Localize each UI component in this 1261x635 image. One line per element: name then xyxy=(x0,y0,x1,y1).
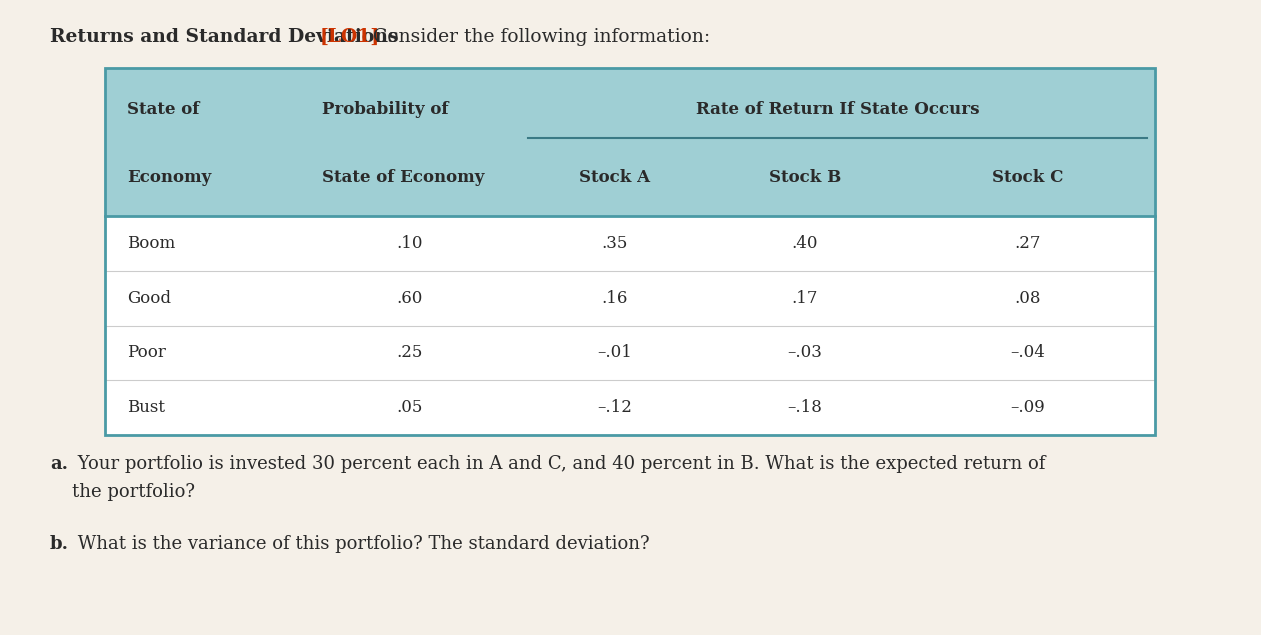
Text: Bust: Bust xyxy=(127,399,165,416)
Text: .16: .16 xyxy=(601,290,628,307)
Text: .08: .08 xyxy=(1014,290,1040,307)
Text: .35: .35 xyxy=(601,235,628,252)
Bar xyxy=(105,216,1155,435)
Text: What is the variance of this portfolio? The standard deviation?: What is the variance of this portfolio? … xyxy=(72,535,649,553)
Text: –.04: –.04 xyxy=(1010,344,1045,361)
Text: [LO1]: [LO1] xyxy=(320,28,381,46)
Text: .60: .60 xyxy=(397,290,424,307)
Text: .25: .25 xyxy=(397,344,424,361)
Text: Stock B: Stock B xyxy=(769,170,841,187)
Text: –.18: –.18 xyxy=(788,399,822,416)
Text: Probability of: Probability of xyxy=(322,102,449,119)
Text: b.: b. xyxy=(50,535,69,553)
Text: –.03: –.03 xyxy=(788,344,822,361)
Bar xyxy=(105,68,1155,435)
Text: –.09: –.09 xyxy=(1010,399,1045,416)
Text: .17: .17 xyxy=(792,290,818,307)
Text: Stock C: Stock C xyxy=(992,170,1063,187)
Text: Boom: Boom xyxy=(127,235,175,252)
Text: .27: .27 xyxy=(1014,235,1040,252)
Text: State of: State of xyxy=(127,102,199,119)
Text: a.: a. xyxy=(50,455,68,473)
Text: Rate of Return If State Occurs: Rate of Return If State Occurs xyxy=(696,102,980,119)
Text: –.12: –.12 xyxy=(598,399,633,416)
Text: Economy: Economy xyxy=(127,170,212,187)
Text: .40: .40 xyxy=(792,235,818,252)
Text: Stock A: Stock A xyxy=(580,170,651,187)
Text: Returns and Standard Deviations: Returns and Standard Deviations xyxy=(50,28,405,46)
Text: .05: .05 xyxy=(397,399,424,416)
Text: Consider the following information:: Consider the following information: xyxy=(367,28,710,46)
Text: Good: Good xyxy=(127,290,171,307)
Text: –.01: –.01 xyxy=(598,344,633,361)
Text: the portfolio?: the portfolio? xyxy=(72,483,195,501)
Bar xyxy=(105,68,1155,216)
Text: Poor: Poor xyxy=(127,344,166,361)
Text: State of Economy: State of Economy xyxy=(322,170,484,187)
Text: Your portfolio is invested 30 percent each in A and C, and 40 percent in B. What: Your portfolio is invested 30 percent ea… xyxy=(72,455,1045,473)
Text: .10: .10 xyxy=(397,235,424,252)
